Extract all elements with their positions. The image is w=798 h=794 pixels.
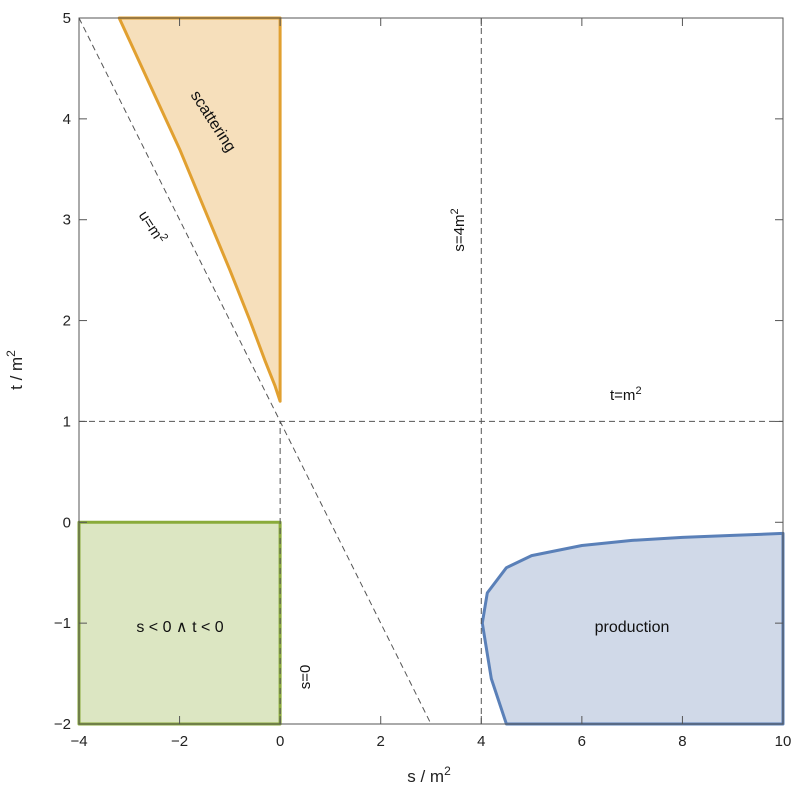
label-negative-region: s < 0 ∧ t < 0 xyxy=(136,619,223,636)
y-axis-label: t / m2 xyxy=(4,350,26,390)
x-tick-label-2: 0 xyxy=(276,733,284,750)
x-tick-label-0: −4 xyxy=(70,733,87,750)
y-tick-label-2: 0 xyxy=(63,514,71,531)
y-tick-label-4: 2 xyxy=(63,313,71,330)
x-tick-label-3: 2 xyxy=(377,733,385,750)
regions-layer xyxy=(77,16,785,726)
x-tick-label-5: 6 xyxy=(578,733,586,750)
y-tick-label-0: −2 xyxy=(54,716,71,733)
reference-line-3 xyxy=(78,17,432,725)
y-tick-label-7: 5 xyxy=(63,10,71,27)
label-production: production xyxy=(595,619,670,636)
y-tick-label-3: 1 xyxy=(63,413,71,430)
annotation-s0-line: s=0 xyxy=(297,665,314,690)
annotation-t-line: t=m2 xyxy=(610,385,642,404)
annotation-s4-line: s=4m2 xyxy=(449,208,468,251)
y-tick-label-5: 3 xyxy=(63,212,71,229)
region-0 xyxy=(117,16,282,403)
x-axis-label: s / m2 xyxy=(407,764,451,786)
y-tick-label-6: 4 xyxy=(63,111,71,128)
x-tick-label-7: 10 xyxy=(775,733,792,750)
x-tick-label-6: 8 xyxy=(678,733,686,750)
annotation-u-line: u=m2 xyxy=(135,207,170,247)
x-tick-label-4: 4 xyxy=(477,733,485,750)
reference-lines-layer xyxy=(78,17,783,725)
x-tick-label-1: −2 xyxy=(171,733,188,750)
y-tick-label-1: −1 xyxy=(54,615,71,632)
plot-frame xyxy=(78,17,784,725)
